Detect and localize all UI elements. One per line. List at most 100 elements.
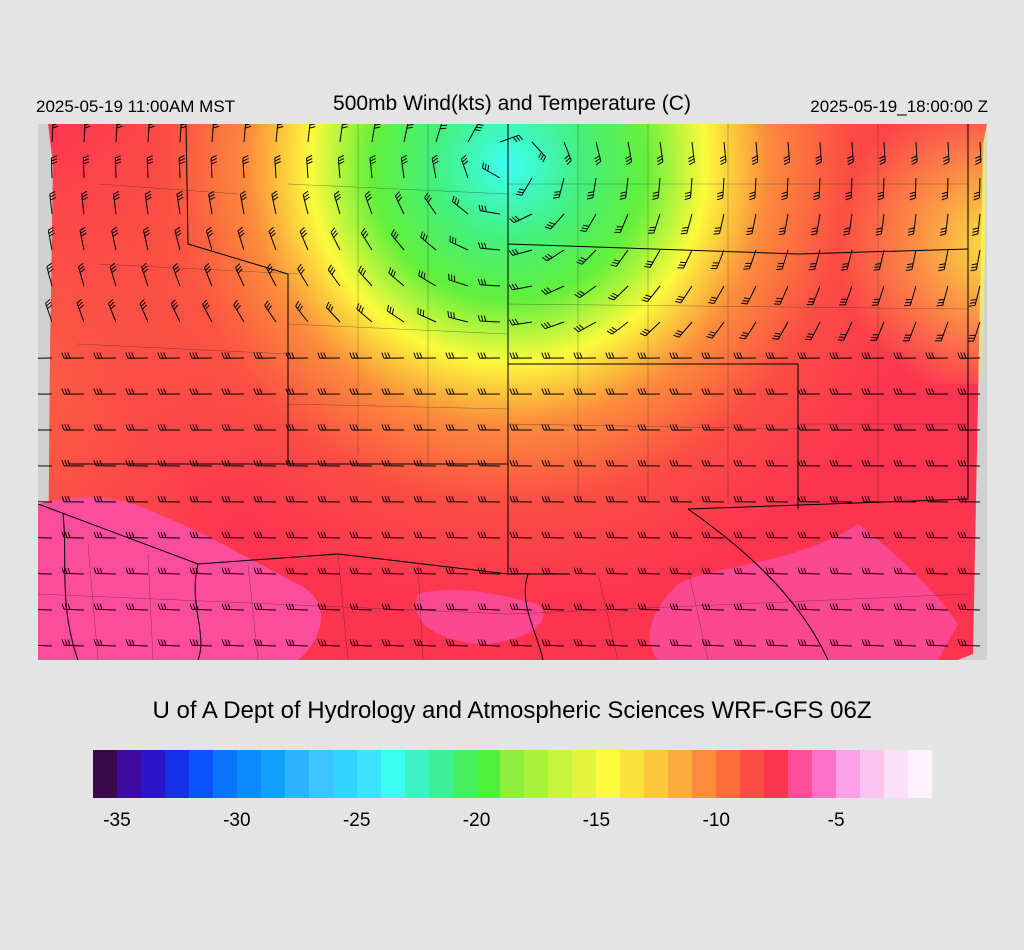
wind-barb (79, 226, 87, 251)
wind-barb (563, 141, 572, 165)
wind-barb (38, 356, 53, 359)
colorbar-swatch (284, 750, 309, 798)
wind-barb (239, 190, 247, 215)
wind-barb (360, 228, 373, 251)
wind-barb (189, 495, 213, 503)
wind-barb (189, 424, 212, 431)
wind-barb (637, 639, 661, 647)
wind-barb (509, 388, 533, 395)
wind-barb (445, 531, 469, 539)
wind-barb (221, 495, 245, 503)
wind-barb (93, 603, 117, 611)
wind-barb (467, 124, 484, 143)
wind-barb (625, 141, 633, 166)
wind-barb (861, 531, 885, 539)
wind-barb (605, 603, 629, 611)
wind-barb (669, 639, 693, 647)
wind-barb (765, 639, 789, 647)
wind-barb (349, 388, 373, 395)
wind-barb (797, 352, 821, 359)
wind-barb (829, 531, 853, 539)
wind-barb (221, 460, 245, 467)
wind-barb (157, 639, 181, 647)
wind-barb (413, 531, 437, 539)
wind-barb (829, 567, 853, 575)
colorbar-swatch (140, 750, 165, 798)
wind-barb (639, 321, 661, 337)
wind-barb (61, 424, 84, 431)
wind-barb (253, 567, 277, 575)
wind-barb (285, 531, 309, 539)
wind-barb (893, 567, 917, 575)
wind-barb (445, 639, 469, 647)
wind-barb (317, 603, 341, 611)
wind-barb (297, 263, 309, 287)
wind-barb (669, 567, 693, 575)
wind-barb (594, 141, 602, 166)
wind-barb (837, 321, 853, 341)
wind-barb (765, 388, 789, 395)
wind-barb (139, 299, 149, 323)
wind-barb (637, 531, 661, 539)
wind-barb (445, 603, 469, 611)
colorbar-tick-label: -5 (827, 810, 845, 831)
wind-barb (253, 531, 277, 539)
wind-barb (445, 567, 469, 575)
wind-barb (285, 460, 309, 467)
wind-barb (542, 249, 565, 262)
wind-barb (78, 262, 86, 287)
wind-barb (285, 567, 309, 575)
wind-barb (797, 531, 821, 539)
wind-barb (829, 460, 853, 467)
wind-barb (93, 388, 117, 395)
wind-barb (669, 495, 693, 503)
wind-barb (93, 495, 117, 503)
colorbar-swatch (188, 750, 213, 798)
wind-barb (271, 190, 279, 215)
wind-barb (541, 424, 564, 431)
wind-barb (719, 141, 727, 166)
wind-barb (845, 177, 853, 201)
wind-barb (815, 141, 822, 165)
wind-barb (797, 603, 821, 611)
wind-barb (957, 531, 981, 539)
wind-barb (861, 352, 885, 359)
wind-barb (879, 141, 886, 165)
wind-barb (477, 352, 501, 359)
wind-barb (508, 318, 533, 326)
wind-barb (861, 424, 884, 431)
wind-barb (605, 424, 628, 431)
wind-barb (203, 263, 213, 287)
wind-barb (873, 249, 885, 271)
wind-barb (125, 495, 149, 503)
wind-barb (38, 500, 53, 503)
wind-barb (605, 352, 629, 359)
wind-barb (125, 352, 149, 359)
wind-barb (813, 177, 821, 201)
wind-barb (417, 307, 437, 323)
wind-barb (413, 388, 437, 395)
wind-barb (435, 124, 448, 143)
wind-barb (875, 213, 885, 236)
wind-barb (386, 304, 405, 323)
wind-barb (684, 177, 693, 201)
wind-barb (253, 388, 277, 395)
wind-barb (299, 227, 309, 251)
wind-barb (829, 424, 852, 431)
wind-barb (971, 213, 981, 236)
wind-barb (431, 154, 439, 179)
wind-barb (478, 204, 501, 215)
wind-barb (451, 195, 469, 215)
wind-barb (413, 639, 437, 647)
wind-barb (607, 285, 629, 301)
wind-barb (573, 424, 596, 431)
wind-barb (973, 177, 981, 201)
wind-barb (477, 460, 501, 467)
wind-barb (669, 531, 693, 539)
wind-barb (861, 388, 885, 395)
wind-barb (637, 567, 661, 575)
wind-barb (701, 352, 725, 359)
wind-barb (413, 603, 437, 611)
colorbar-swatch (860, 750, 884, 798)
wind-barb (233, 299, 245, 323)
